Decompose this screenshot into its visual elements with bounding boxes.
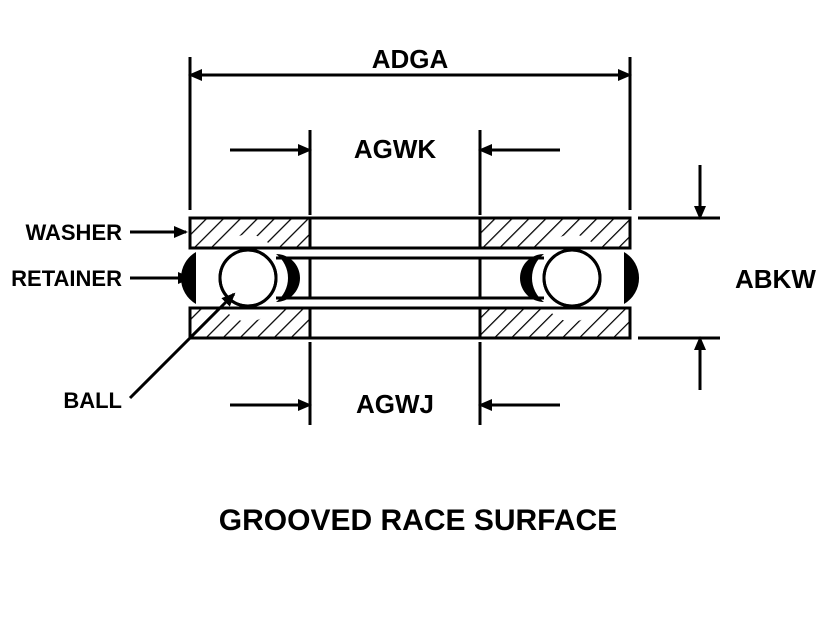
- ball-retainer-row: [181, 250, 639, 306]
- callout-retainer: RETAINER: [11, 266, 190, 291]
- diagram-container: ADGA AGWK: [0, 0, 837, 639]
- label-washer: WASHER: [25, 220, 122, 245]
- dimension-agwk: AGWK: [230, 130, 560, 215]
- top-washer: [190, 218, 630, 248]
- bottom-washer: [190, 308, 630, 338]
- dimension-adga: ADGA: [190, 44, 630, 210]
- dimension-agwj: AGWJ: [230, 342, 560, 425]
- label-abkw: ABKW: [735, 264, 816, 294]
- diagram-title: GROOVED RACE SURFACE: [219, 504, 617, 537]
- label-adga: ADGA: [372, 44, 449, 74]
- label-agwk: AGWK: [354, 134, 437, 164]
- label-agwj: AGWJ: [356, 389, 434, 419]
- label-retainer: RETAINER: [11, 266, 122, 291]
- callout-washer: WASHER: [25, 220, 186, 245]
- dimension-abkw: ABKW: [638, 165, 816, 390]
- bearing-diagram-svg: ADGA AGWK: [0, 0, 837, 639]
- label-ball: BALL: [63, 388, 122, 413]
